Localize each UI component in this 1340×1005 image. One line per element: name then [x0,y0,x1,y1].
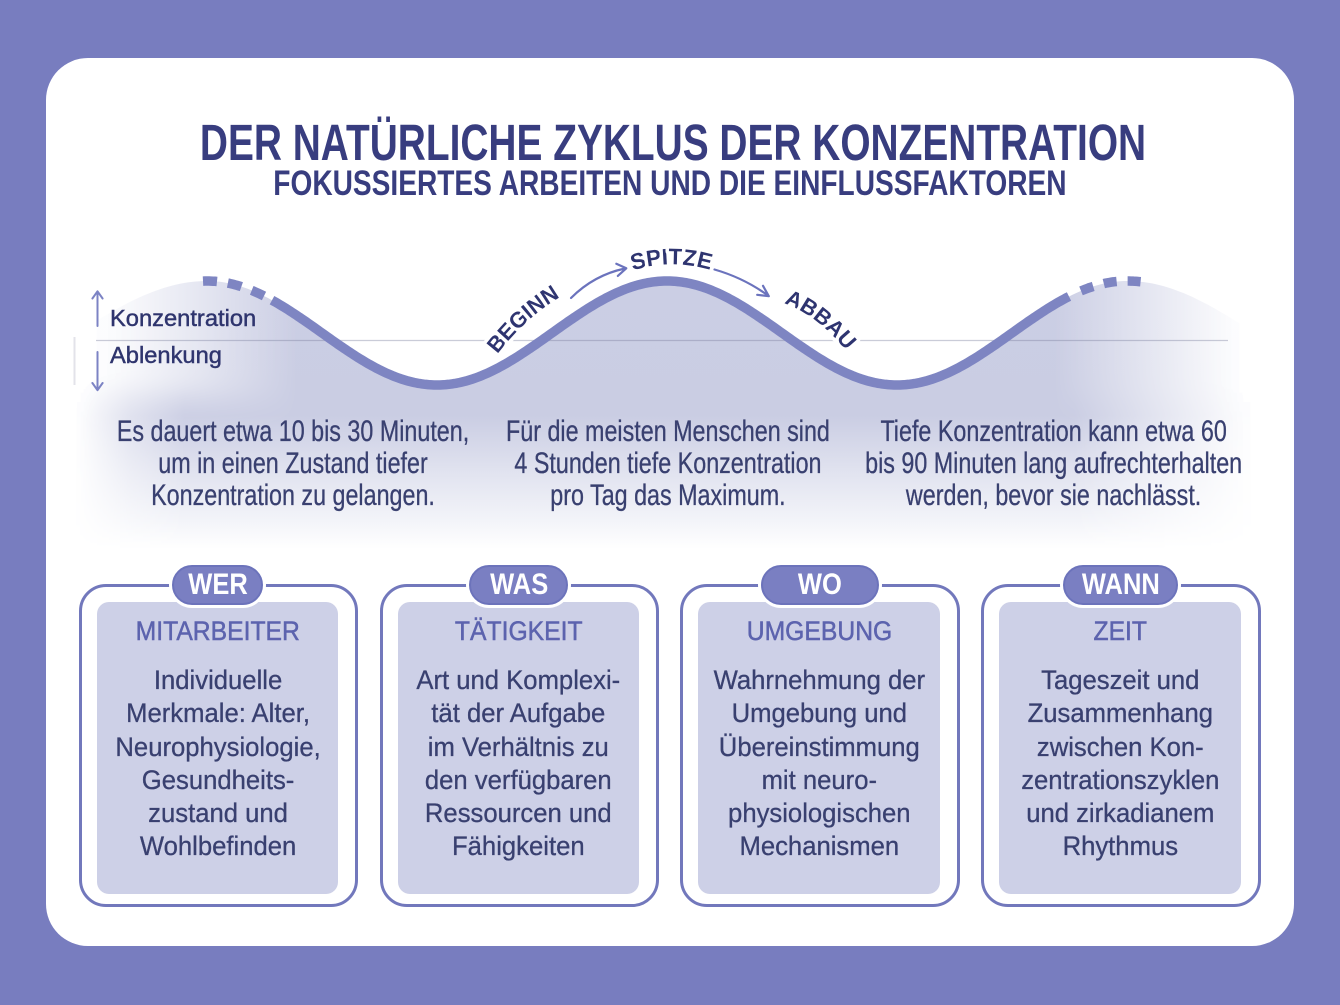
svg-text:SPITZE: SPITZE [628,244,715,275]
